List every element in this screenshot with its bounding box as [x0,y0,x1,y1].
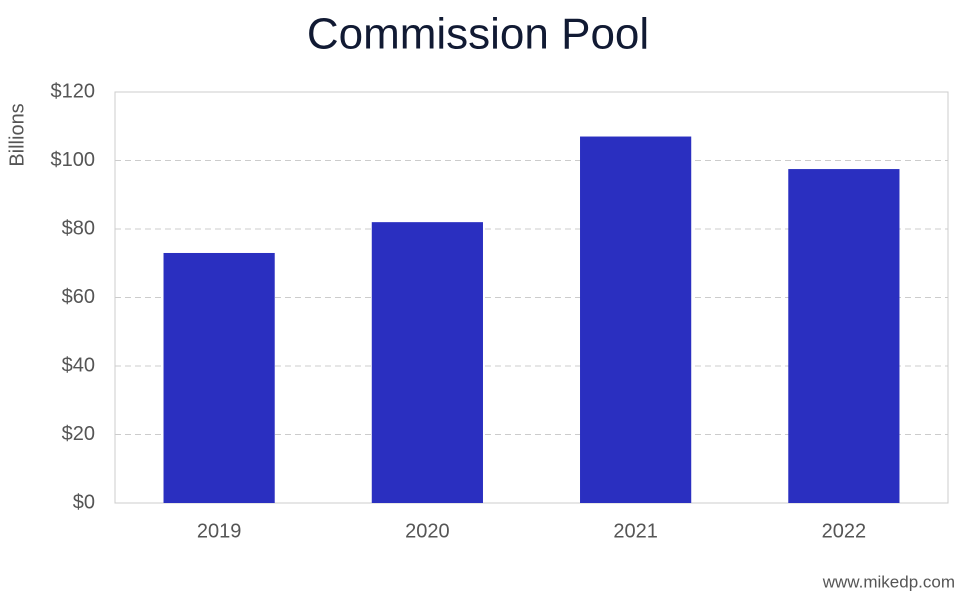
y-tick-label: $60 [62,286,95,308]
y-tick-label: $100 [51,149,96,171]
bar [371,222,483,503]
y-tick-label: $20 [62,423,95,445]
bar [788,169,900,503]
x-tick-label: 2022 [822,520,867,542]
y-tick-label: $80 [62,217,95,239]
x-tick-label: 2021 [613,520,658,542]
bar [163,252,275,503]
x-tick-label: 2020 [405,520,450,542]
plot-border [114,91,949,504]
y-tick-label: $120 [51,80,96,102]
x-tick-label: 2019 [197,520,242,542]
y-axis-label: Billions [6,103,28,166]
chart-title: Commission Pool [307,10,649,59]
y-tick-label: $40 [62,354,95,376]
bar [580,136,692,503]
y-tick-label: $0 [73,491,95,513]
source: www.mikedp.com [822,572,955,591]
